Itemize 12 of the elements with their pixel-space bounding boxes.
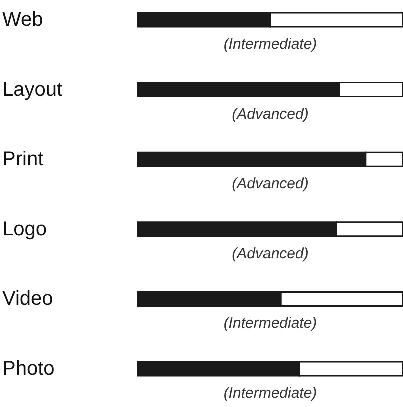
annotation: (Advanced)	[232, 176, 309, 193]
y-tick-label: Video	[2, 288, 54, 310]
annotation: (Intermediate)	[224, 36, 318, 53]
annotation: (Intermediate)	[224, 315, 318, 332]
annotation: (Intermediate)	[224, 385, 318, 402]
annotation: (Advanced)	[232, 106, 309, 123]
y-tick-label: Web	[2, 8, 44, 31]
y-tick-label: Photo	[2, 358, 55, 380]
y-tick-label: Logo	[2, 218, 47, 240]
y-tick-label: Print	[2, 148, 44, 171]
y-tick-label: Layout	[2, 78, 63, 101]
annotation: (Advanced)	[232, 245, 309, 262]
